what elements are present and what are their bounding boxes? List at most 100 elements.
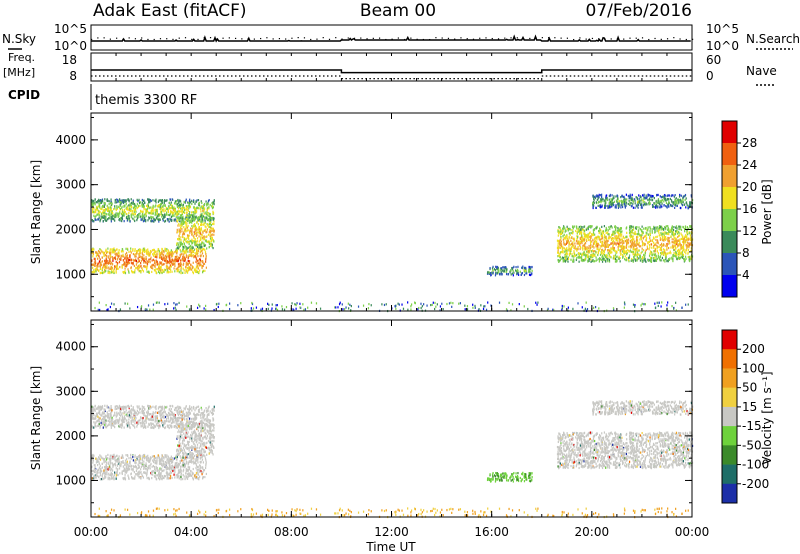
power-cell: [187, 209, 189, 212]
power-cell: [149, 206, 151, 209]
power-cell: [671, 257, 673, 261]
noise-dot: [529, 37, 531, 40]
power-cell: [200, 205, 202, 208]
power-cell: [143, 259, 145, 262]
power-cell: [133, 271, 135, 274]
power-cell: [667, 301, 669, 304]
power-cell: [109, 271, 111, 275]
power-cell: [139, 255, 141, 258]
power-cell: [586, 246, 588, 249]
power-cell: [167, 213, 170, 217]
power-cell: [631, 243, 633, 246]
power-cell: [204, 260, 207, 263]
power-cell: [187, 218, 189, 221]
power-cell: [682, 245, 684, 248]
power-cell: [624, 240, 627, 243]
power-cell: [91, 202, 93, 205]
power-cell: [614, 242, 617, 245]
power-cell: [212, 216, 214, 220]
power-cell: [176, 249, 178, 252]
power-cell: [569, 249, 571, 253]
power-cell: [114, 213, 116, 216]
power-cell: [146, 308, 148, 311]
power-cell: [684, 255, 687, 258]
power-cell: [192, 239, 194, 243]
power-cell: [159, 213, 161, 216]
power-cell: [178, 218, 180, 222]
power-cell: [143, 207, 145, 210]
power-cell: [615, 195, 617, 198]
power-cell: [207, 203, 209, 206]
power-cell: [659, 199, 661, 203]
power-cell: [185, 254, 188, 257]
power-cell: [174, 306, 176, 309]
velocity-cell: [196, 465, 199, 469]
velocity-cell: [112, 457, 114, 460]
power-cell: [137, 268, 139, 271]
power-cell: [156, 256, 158, 259]
power-cell: [162, 258, 164, 262]
noise-dot: [410, 37, 412, 39]
power-cell: [607, 229, 609, 232]
power-cell: [572, 232, 574, 235]
power-cell: [194, 238, 196, 241]
power-cell: [162, 213, 164, 217]
power-cell: [120, 199, 122, 202]
power-cell: [586, 235, 588, 238]
power-cell: [110, 262, 112, 266]
power-cell: [145, 208, 147, 211]
power-cell: [163, 208, 165, 211]
power-cell: [189, 254, 192, 257]
power-cell: [130, 198, 132, 201]
power-cell: [583, 238, 586, 241]
power-cell: [118, 256, 120, 259]
power-cell: [605, 238, 608, 241]
power-cell: [684, 259, 686, 262]
power-cell: [569, 252, 571, 255]
power-cell: [579, 247, 581, 251]
power-cell: [672, 255, 674, 258]
power-cell: [178, 301, 180, 305]
power-cell: [668, 231, 670, 234]
power-cell: [155, 253, 157, 256]
power-cell: [566, 240, 568, 243]
power-cell: [205, 253, 207, 256]
power-cell: [682, 198, 684, 202]
power-cell: [300, 306, 302, 309]
power-cell: [687, 204, 689, 207]
power-cell: [618, 228, 620, 231]
power-cell: [176, 205, 179, 209]
power-cell: [664, 194, 666, 197]
power-cell: [164, 220, 166, 223]
power-cell: [630, 245, 633, 248]
power-cell: [100, 249, 102, 252]
power-cell: [116, 198, 118, 201]
power-cell: [160, 269, 162, 272]
power-cell: [626, 251, 628, 254]
power-cell: [205, 256, 207, 259]
power-cell: [559, 242, 562, 245]
power-cell: [190, 253, 192, 256]
power-cell: [171, 207, 174, 210]
power-cell: [655, 227, 657, 230]
power-cell: [511, 268, 513, 271]
power-cell: [188, 308, 191, 311]
power-cell: [110, 200, 112, 203]
power-cell: [511, 266, 513, 270]
power-cell: [127, 260, 129, 263]
power-cell: [106, 308, 108, 312]
power-cell: [132, 206, 135, 210]
power-cell: [101, 208, 103, 211]
power-cell: [192, 272, 195, 275]
power-cell: [586, 234, 588, 237]
power-cell: [159, 207, 161, 211]
power-cell: [176, 203, 179, 206]
power-cell: [138, 249, 141, 252]
power-cell: [566, 227, 568, 230]
power-cell: [613, 203, 615, 207]
power-cell: [569, 251, 571, 254]
power-colorbar-swatch: [722, 275, 737, 298]
power-cell: [107, 251, 109, 254]
power-cell: [193, 256, 195, 259]
power-cell: [546, 308, 549, 312]
